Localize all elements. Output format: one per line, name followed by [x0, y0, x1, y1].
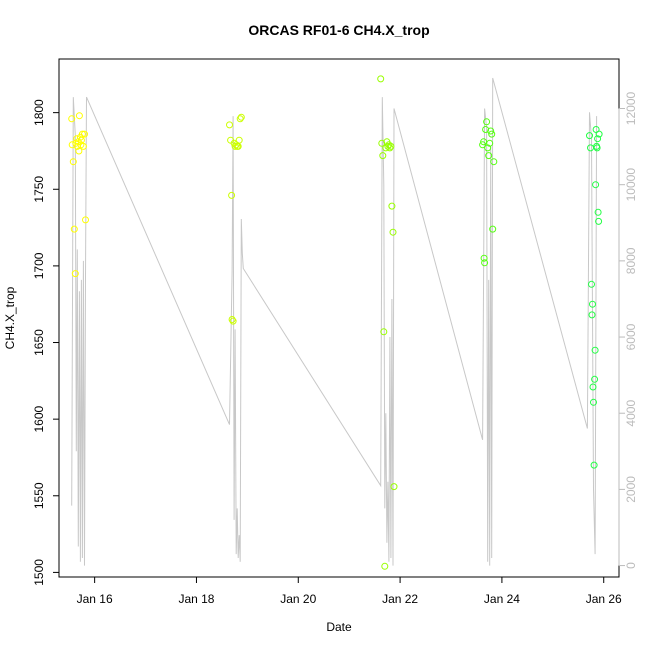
data-point: [385, 141, 393, 149]
data-point: [591, 346, 599, 354]
y-tick-label: 1600: [32, 405, 46, 432]
data-point: [589, 383, 597, 391]
data-point: [68, 115, 76, 123]
data-point: [590, 461, 598, 469]
data-point: [78, 130, 86, 138]
y2-tick-label: 12000: [624, 92, 638, 126]
data-point: [481, 259, 489, 267]
axes-layer: Jan 16 Jan 18 Jan 20 Jan 22 Jan 24 Jan 26 1500…: [32, 92, 638, 606]
data-point: [488, 130, 496, 138]
data-point: [386, 144, 394, 152]
data-point: [595, 130, 603, 138]
data-point: [75, 147, 83, 155]
data-point: [237, 113, 245, 121]
x-tick-label: Jan 18: [178, 592, 214, 606]
data-point: [384, 142, 392, 150]
data-point: [588, 311, 596, 319]
data-point: [235, 136, 243, 144]
data-point: [482, 126, 490, 133]
x-tick-label: Jan 26: [586, 592, 622, 606]
data-point: [586, 132, 593, 140]
data-point: [594, 135, 602, 143]
data-point: [486, 139, 494, 147]
data-point: [228, 191, 236, 199]
data-point: [595, 217, 603, 225]
data-point: [79, 142, 87, 150]
data-point: [489, 225, 497, 233]
data-point: [71, 270, 79, 278]
altitude-line: [71, 77, 598, 566]
y-tick-label: 1500: [32, 559, 46, 586]
plot-frame: [58, 58, 620, 578]
points-layer: [68, 75, 603, 570]
y2-tick-label: 8000: [624, 247, 638, 274]
data-point: [228, 316, 236, 323]
data-point: [487, 127, 495, 135]
data-point: [82, 216, 89, 224]
data-point: [75, 112, 83, 120]
y2-tick-label: 6000: [624, 323, 638, 350]
data-point: [483, 118, 491, 126]
data-point: [379, 152, 387, 160]
x-tick-label: Jan 16: [77, 592, 113, 606]
data-point: [593, 144, 601, 152]
data-point: [594, 208, 602, 216]
y2-tick-label: 0: [624, 562, 638, 569]
data-point: [588, 280, 595, 288]
y-tick-label: 1700: [32, 252, 46, 279]
x-tick-label: Jan 22: [382, 592, 418, 606]
data-point: [380, 328, 388, 336]
y2-tick-label: 4000: [624, 400, 638, 427]
y-tick-label: 1750: [32, 176, 46, 203]
data-point: [590, 398, 597, 406]
data-point: [229, 317, 237, 325]
y-axis-label: CH4.X_trop: [3, 286, 17, 349]
data-point: [69, 158, 77, 166]
x-tick-label: Jan 24: [484, 592, 520, 606]
data-point: [231, 142, 239, 150]
data-point: [236, 115, 244, 123]
data-point: [490, 158, 498, 166]
data-point: [389, 228, 397, 236]
data-point: [589, 300, 596, 308]
data-point: [70, 225, 78, 233]
data-point: [592, 181, 600, 189]
chart-title: ORCAS RF01-6 CH4.X_trop: [248, 22, 429, 38]
altitude-layer: [71, 77, 598, 566]
data-point: [479, 141, 487, 149]
data-point: [587, 144, 594, 152]
y2-tick-label: 2000: [624, 476, 638, 503]
x-axis-label: Date: [326, 620, 352, 634]
data-point: [591, 375, 599, 383]
data-point: [381, 562, 389, 570]
data-point: [377, 75, 385, 83]
y2-tick-label: 10000: [624, 168, 638, 202]
data-point: [378, 139, 386, 147]
data-point: [484, 144, 492, 152]
data-point: [388, 202, 396, 210]
x-tick-label: Jan 20: [280, 592, 316, 606]
y-tick-label: 1800: [32, 99, 46, 126]
data-point: [81, 130, 88, 138]
data-point: [226, 121, 233, 129]
data-point: [387, 142, 395, 150]
y-tick-label: 1550: [32, 482, 46, 509]
data-point: [485, 152, 493, 160]
data-point: [390, 483, 398, 491]
data-point: [480, 254, 488, 262]
y-tick-label: 1650: [32, 329, 46, 356]
